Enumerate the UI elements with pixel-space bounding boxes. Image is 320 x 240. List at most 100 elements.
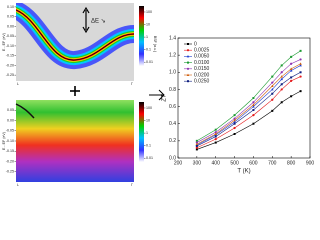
y-tick-label: 0.2 xyxy=(169,138,176,144)
y-tick-label: 0.05 xyxy=(7,15,14,19)
colorbar-tick-label: 0.01 xyxy=(146,156,153,160)
point xyxy=(195,148,198,151)
point xyxy=(233,114,236,117)
y-tick-label: -0.05 xyxy=(6,129,14,133)
point xyxy=(271,98,274,101)
point xyxy=(289,69,293,72)
y-tick-label: 0.10 xyxy=(7,5,14,9)
point xyxy=(195,141,198,144)
point xyxy=(214,132,218,135)
point xyxy=(299,49,302,52)
point xyxy=(233,117,236,120)
series-line xyxy=(196,63,301,145)
page: {"chart_data":[ {"type":"heatmap","ylabe… xyxy=(1,3,315,187)
point xyxy=(280,88,283,91)
point xyxy=(299,64,302,67)
point xyxy=(233,126,236,130)
x-tick-label: 600 xyxy=(249,160,258,166)
legend-marker xyxy=(186,67,190,70)
colorbar-tick-label: 100 xyxy=(146,106,152,110)
point xyxy=(280,64,283,67)
heatmap-band xyxy=(16,3,134,69)
colorbar-tick-label: 100 xyxy=(146,10,152,14)
x-tick-label: 500 xyxy=(230,160,239,166)
series-line xyxy=(196,90,301,150)
point xyxy=(271,75,274,78)
colorbar xyxy=(139,102,144,162)
legend-label: 0.0100 xyxy=(194,60,210,66)
y-tick-label: -0.05 xyxy=(6,34,14,38)
point xyxy=(214,131,217,134)
series-line xyxy=(196,76,301,148)
y-tick-label: 0.0 xyxy=(169,155,176,161)
colorbar-tick-label: 10 xyxy=(146,23,150,27)
point xyxy=(252,103,255,106)
colorbar-tick-label: 0.1 xyxy=(146,48,151,52)
point xyxy=(280,83,283,86)
point xyxy=(290,55,293,58)
point xyxy=(280,71,283,74)
point xyxy=(233,133,236,135)
y-tick-label: -0.15 xyxy=(6,54,14,58)
y-tick-label: 0.8 xyxy=(169,87,176,93)
point xyxy=(214,128,217,131)
point xyxy=(252,122,255,125)
colorbar-title: BSF (a.u.) xyxy=(153,36,157,52)
point xyxy=(280,75,284,78)
point xyxy=(214,138,217,141)
y-tick-label: 1.0 xyxy=(169,70,176,76)
x-tick-label: L xyxy=(17,183,19,187)
y-tick-label: -0.20 xyxy=(6,159,14,163)
point xyxy=(252,101,255,104)
y-tick-label: 1.2 xyxy=(169,52,176,58)
x-tick-label: 700 xyxy=(268,160,277,166)
y-axis-title: E - EF (eV) xyxy=(2,33,6,51)
y-axis-title: E - EF (eV) xyxy=(2,132,6,150)
legend-marker xyxy=(186,55,190,58)
point xyxy=(289,67,293,70)
legend-label: 0 xyxy=(194,41,197,47)
y-tick-label: -0.15 xyxy=(6,149,14,153)
y-tick-label: 0.00 xyxy=(7,24,14,28)
point xyxy=(290,76,293,79)
point xyxy=(280,101,283,104)
point xyxy=(252,97,255,99)
y-axis-title: ZT xyxy=(162,93,168,103)
series-line xyxy=(196,59,301,143)
y-tick-label: 0.00 xyxy=(7,118,14,122)
legend-label: 0.0150 xyxy=(194,66,210,72)
point xyxy=(233,120,236,123)
legend-marker xyxy=(186,73,190,76)
x-tick-label: 900 xyxy=(306,160,315,166)
point xyxy=(271,81,274,84)
point xyxy=(195,145,198,147)
point xyxy=(252,105,255,108)
y-tick-label: -0.20 xyxy=(6,63,14,67)
legend-label: 0.0025 xyxy=(194,48,210,54)
colorbar-tick-label: 1 xyxy=(146,35,148,39)
series-line xyxy=(196,72,301,147)
colorbar-tick-label: 1 xyxy=(146,131,148,135)
legend-marker xyxy=(187,61,189,64)
x-tick-label: 200 xyxy=(174,160,183,166)
delta-arrow xyxy=(82,6,90,34)
point xyxy=(195,142,199,146)
point xyxy=(299,71,302,74)
colorbar-tick-label: 10 xyxy=(146,119,150,123)
series-line xyxy=(196,50,301,142)
legend-marker xyxy=(187,43,189,45)
annotation: ΔE ↘ xyxy=(91,19,106,25)
y-tick-label: -0.10 xyxy=(6,44,14,48)
heatmap-band xyxy=(15,103,35,119)
point xyxy=(252,114,255,117)
legend-label: 0.0050 xyxy=(194,54,210,60)
point xyxy=(195,146,198,149)
colorbar xyxy=(139,6,144,66)
y-tick-label: -0.10 xyxy=(6,139,14,143)
point xyxy=(290,62,293,65)
legend-label: 0.0250 xyxy=(194,79,210,85)
point xyxy=(270,84,274,87)
x-tick-label: 800 xyxy=(287,160,296,166)
point xyxy=(195,139,198,142)
legend-label: 0.0200 xyxy=(194,72,210,78)
